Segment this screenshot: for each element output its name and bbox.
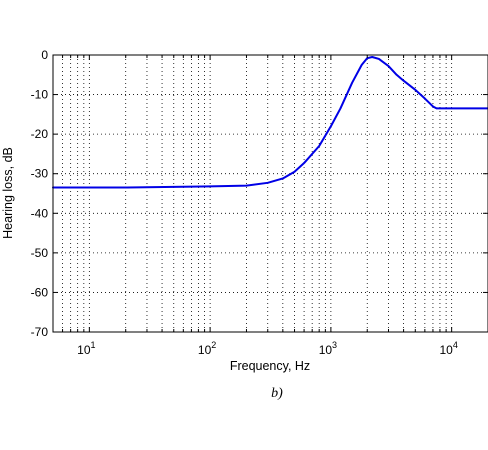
y-tick-label: -10	[31, 88, 49, 102]
x-tick-label-exponent: 1	[91, 340, 96, 350]
y-tick-label: -70	[31, 325, 49, 339]
y-tick-labels: 0 -10 -20 -30 -40 -50 -60 -70	[31, 48, 49, 339]
plot-background	[53, 55, 488, 332]
plot-frame	[52, 54, 488, 333]
figure-caption: b)	[271, 386, 283, 401]
y-tick-label: -50	[31, 246, 49, 260]
x-tick-label: 102	[198, 340, 216, 357]
x-tick-label-base: 10	[319, 343, 333, 357]
y-tick-label: -40	[31, 206, 49, 220]
hearing-loss-line	[52, 55, 488, 189]
x-tick-label-base: 10	[198, 343, 212, 357]
axis-ticks	[52, 54, 488, 333]
x-tick-label-exponent: 4	[453, 340, 458, 350]
y-tick-label: -20	[31, 127, 49, 141]
y-tick-label: -30	[31, 167, 49, 181]
x-axis-label: Frequency, Hz	[230, 359, 310, 373]
y-axis-label: Hearing loss, dB	[1, 147, 15, 239]
grid-lines	[52, 55, 488, 332]
x-tick-label-base: 10	[439, 343, 453, 357]
data-series	[52, 55, 488, 189]
x-tick-labels: 101 102 103 104	[77, 340, 458, 357]
x-tick-label-exponent: 2	[211, 340, 216, 350]
x-tick-label: 101	[77, 340, 95, 357]
x-tick-label-base: 10	[77, 343, 91, 357]
y-tick-label: 0	[41, 48, 48, 62]
x-tick-label-exponent: 3	[332, 340, 337, 350]
x-tick-label: 103	[319, 340, 337, 357]
y-tick-label: -60	[31, 285, 49, 299]
x-tick-label: 104	[439, 340, 457, 357]
